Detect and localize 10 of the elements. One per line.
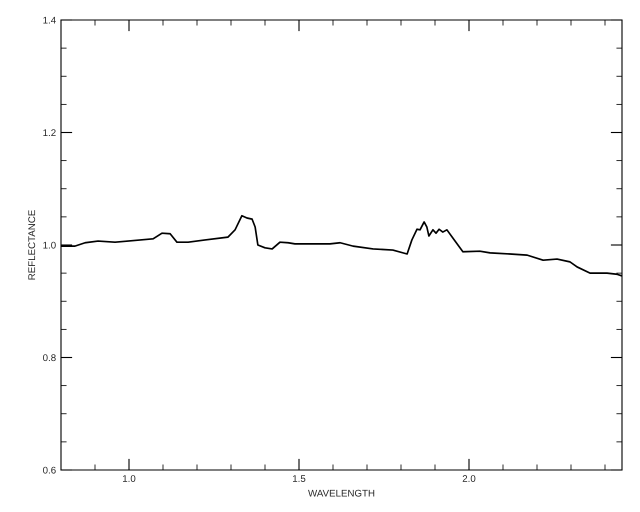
y-tick-label: 1.0 xyxy=(43,242,56,249)
x-tick-label: 1.0 xyxy=(122,475,136,482)
y-tick-label: 1.2 xyxy=(43,129,56,136)
x-tick-label: 2.0 xyxy=(462,475,476,482)
y-tick-label: 0.8 xyxy=(43,354,56,362)
x-axis-title: WAVELENGTH xyxy=(308,490,374,497)
x-tick-label: 1.5 xyxy=(292,475,306,482)
y-axis-title: REFLECTANCE xyxy=(28,210,36,280)
y-tick-label: 0.6 xyxy=(43,466,56,474)
y-tick-label: 1.4 xyxy=(43,16,56,24)
